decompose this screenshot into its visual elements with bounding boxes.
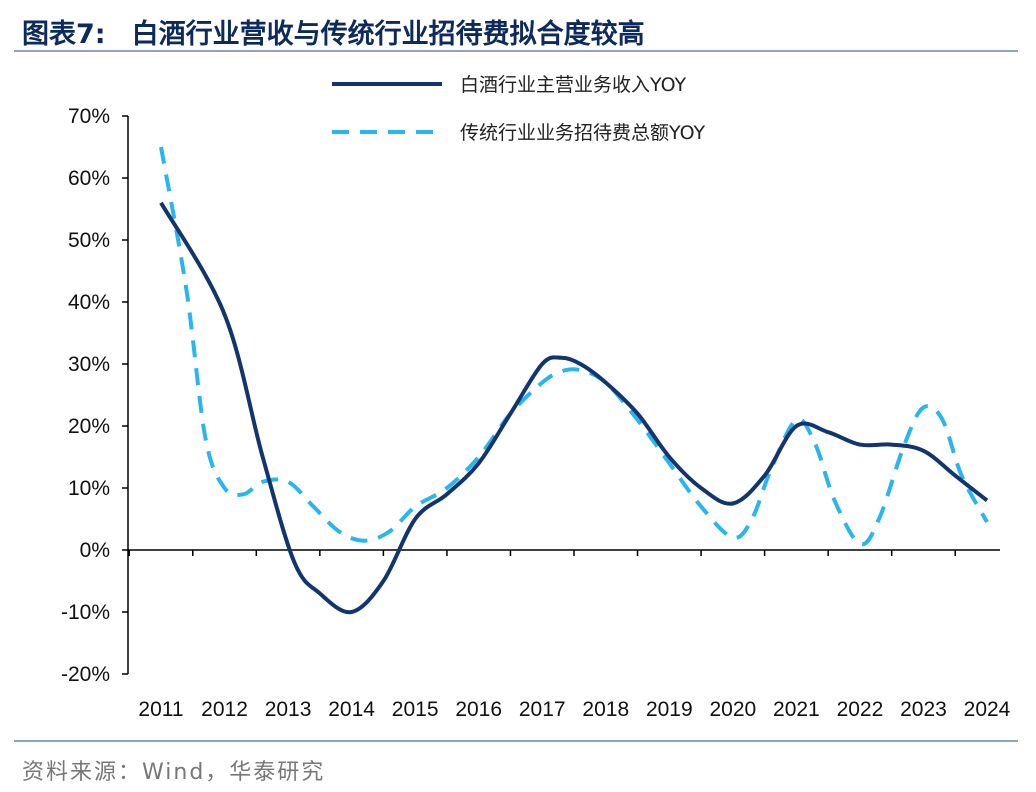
source-note: 资料来源：Wind，华泰研究 xyxy=(22,760,326,785)
x-tick-label: 2018 xyxy=(582,698,629,721)
x-tick-label: 2012 xyxy=(201,698,248,721)
y-tick-label: -10% xyxy=(61,601,110,624)
y-tick-label: 50% xyxy=(68,229,110,252)
series-line-revenue xyxy=(159,201,989,615)
y-tick-label: 0% xyxy=(80,539,110,562)
y-axis-labels: 70% 60% 50% 40% 30% 20% 10% 0% -10% -20% xyxy=(61,105,110,686)
y-tick-label: 10% xyxy=(68,477,110,500)
x-tick-label: 2016 xyxy=(455,698,502,721)
x-tick-label: 2024 xyxy=(964,698,1011,721)
series-lines xyxy=(159,146,989,615)
title-divider xyxy=(14,50,1018,52)
x-tick-label: 2022 xyxy=(837,698,884,721)
x-tick-label: 2015 xyxy=(392,698,439,721)
figure-label: 图表7: xyxy=(22,19,106,50)
x-tick-label: 2017 xyxy=(519,698,566,721)
legend: 白酒行业主营业务收入YOY 传统行业业务招待费总额YOY xyxy=(332,74,705,144)
x-tick-label: 2019 xyxy=(646,698,693,721)
x-tick-label: 2023 xyxy=(900,698,947,721)
y-tick-label: 20% xyxy=(68,415,110,438)
legend-label-revenue: 白酒行业主营业务收入YOY xyxy=(460,74,686,96)
legend-label-entertainment: 传统行业业务招待费总额YOY xyxy=(460,122,705,144)
x-axis-labels: 2011 2012 2013 2014 2015 2016 2017 2018 2019 2020… xyxy=(138,698,1010,721)
figure-title-row: 图表7: 白酒行业营收与传统行业招待费拟合度较高 xyxy=(22,12,645,51)
y-tick-label: -20% xyxy=(61,663,110,686)
y-tick-label: 70% xyxy=(68,105,110,128)
x-tick-label: 2021 xyxy=(773,698,820,721)
axes xyxy=(122,115,1000,675)
x-tick-label: 2011 xyxy=(138,698,183,721)
x-tick-label: 2020 xyxy=(709,698,756,721)
y-tick-label: 30% xyxy=(68,353,110,376)
page-title: 白酒行业营收与传统行业招待费拟合度较高 xyxy=(131,19,645,50)
footer-divider xyxy=(14,740,1018,742)
series-line-entertainment xyxy=(159,146,989,547)
y-tick-label: 60% xyxy=(68,167,110,190)
y-tick-label: 40% xyxy=(68,291,110,314)
x-tick-label: 2014 xyxy=(328,698,375,721)
x-tick-label: 2013 xyxy=(265,698,312,721)
